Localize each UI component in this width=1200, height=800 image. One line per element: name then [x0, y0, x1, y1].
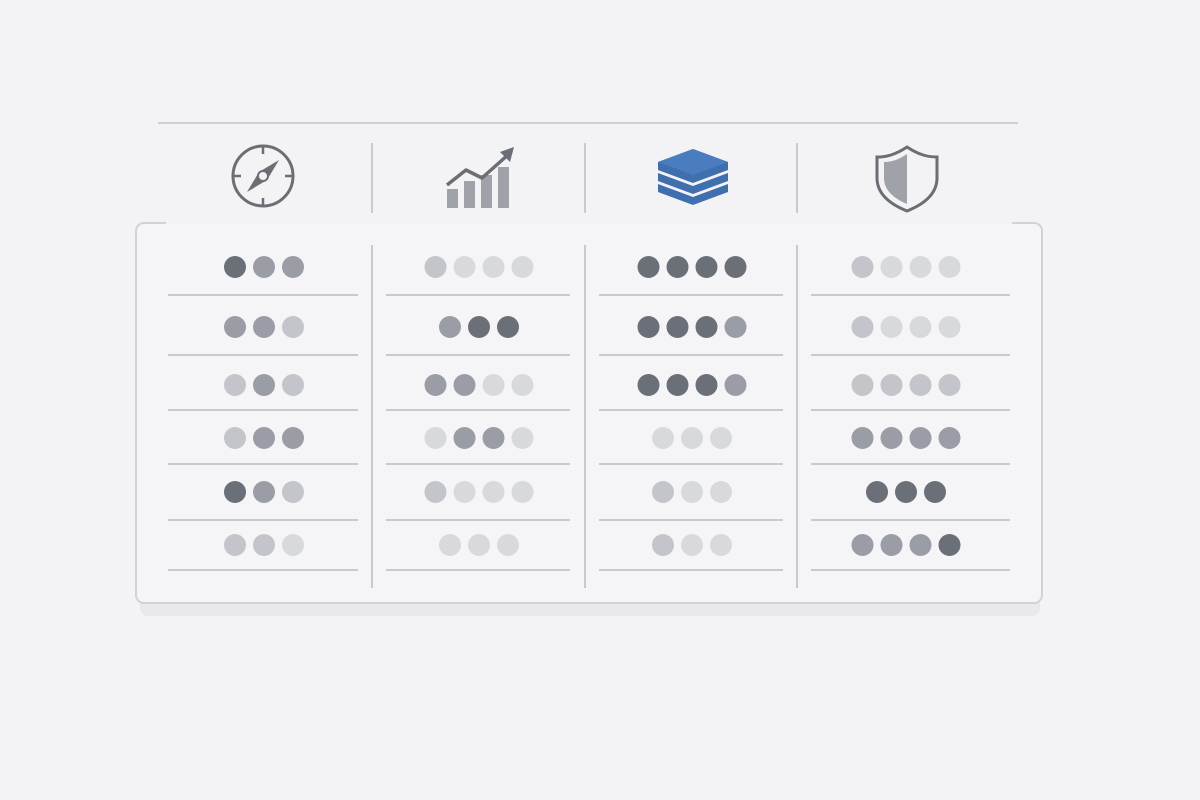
rating-dot — [681, 534, 703, 556]
rating-dot — [710, 427, 732, 449]
rating-dot — [938, 256, 961, 278]
header-dividers — [371, 143, 798, 213]
rating-dot — [482, 481, 505, 503]
rating-dot — [938, 374, 961, 396]
rating-dot — [637, 316, 660, 338]
rating-dot — [453, 374, 476, 396]
rating-dot — [468, 316, 490, 338]
rating-dot — [439, 534, 461, 556]
rating-dot — [224, 481, 246, 503]
rating-dot — [253, 316, 275, 338]
rating-dot — [710, 534, 732, 556]
rating-dot — [866, 481, 888, 503]
rating-dot — [637, 256, 660, 278]
rating-dot — [282, 481, 304, 503]
rating-dot — [224, 316, 246, 338]
rating-dot — [880, 374, 903, 396]
rating-dot — [909, 374, 932, 396]
rating-dot — [511, 427, 534, 449]
rating-dot — [497, 534, 519, 556]
rating-dot — [253, 256, 275, 278]
rating-dot — [851, 427, 874, 449]
rating-dot — [282, 316, 304, 338]
rating-dot — [851, 256, 874, 278]
rating-dot — [253, 374, 275, 396]
rating-dot — [724, 374, 747, 396]
rating-dot — [724, 256, 747, 278]
rating-dot — [895, 481, 917, 503]
rating-dot — [938, 316, 961, 338]
rating-dot — [710, 481, 732, 503]
rating-dot — [453, 256, 476, 278]
rating-dot — [282, 374, 304, 396]
rating-dot — [880, 534, 903, 556]
rating-dot — [224, 374, 246, 396]
rating-dot — [666, 316, 689, 338]
stack-icon — [658, 149, 728, 205]
rating-dot — [924, 481, 946, 503]
rating-dot — [666, 374, 689, 396]
rating-dot — [511, 374, 534, 396]
rating-dot — [282, 427, 304, 449]
rating-dot — [424, 374, 447, 396]
rating-dot — [695, 316, 718, 338]
shield-icon — [875, 145, 939, 213]
rating-dot — [666, 256, 689, 278]
rating-dot — [282, 534, 304, 556]
rating-dot — [439, 316, 461, 338]
rating-dot — [497, 316, 519, 338]
rating-dot — [681, 481, 703, 503]
rating-dot — [909, 316, 932, 338]
rating-dot — [282, 256, 304, 278]
rating-dot — [652, 427, 674, 449]
rating-grid — [168, 256, 1010, 571]
rating-dot — [511, 256, 534, 278]
rating-dot — [652, 481, 674, 503]
rating-dot — [253, 481, 275, 503]
rating-dot — [938, 427, 961, 449]
rating-dot — [851, 374, 874, 396]
rating-dot — [880, 316, 903, 338]
rating-dot — [909, 256, 932, 278]
rating-dot — [224, 427, 246, 449]
rating-dot — [851, 534, 874, 556]
rating-dot — [482, 374, 505, 396]
growth-icon — [445, 147, 514, 208]
rating-dot — [424, 427, 447, 449]
rating-dot — [909, 534, 932, 556]
rating-dot — [652, 534, 674, 556]
rating-dot — [637, 374, 660, 396]
rating-dot — [424, 481, 447, 503]
rating-dot — [851, 316, 874, 338]
rating-dot — [482, 427, 505, 449]
rating-dot — [880, 427, 903, 449]
rating-dot — [424, 256, 447, 278]
rating-dot — [695, 256, 718, 278]
rating-dot — [253, 534, 275, 556]
rating-dot — [511, 481, 534, 503]
rating-dot — [695, 374, 718, 396]
rating-dot — [453, 427, 476, 449]
column-dividers — [371, 245, 798, 588]
rating-dot — [909, 427, 932, 449]
rating-dot — [468, 534, 490, 556]
rating-dot — [224, 534, 246, 556]
rating-dot — [253, 427, 275, 449]
rating-dot — [453, 481, 476, 503]
rating-dot — [938, 534, 961, 556]
rating-dot — [224, 256, 246, 278]
rating-dot — [724, 316, 747, 338]
rating-dot — [482, 256, 505, 278]
rating-dot — [880, 256, 903, 278]
rating-dot — [681, 427, 703, 449]
compass-icon — [231, 144, 295, 208]
